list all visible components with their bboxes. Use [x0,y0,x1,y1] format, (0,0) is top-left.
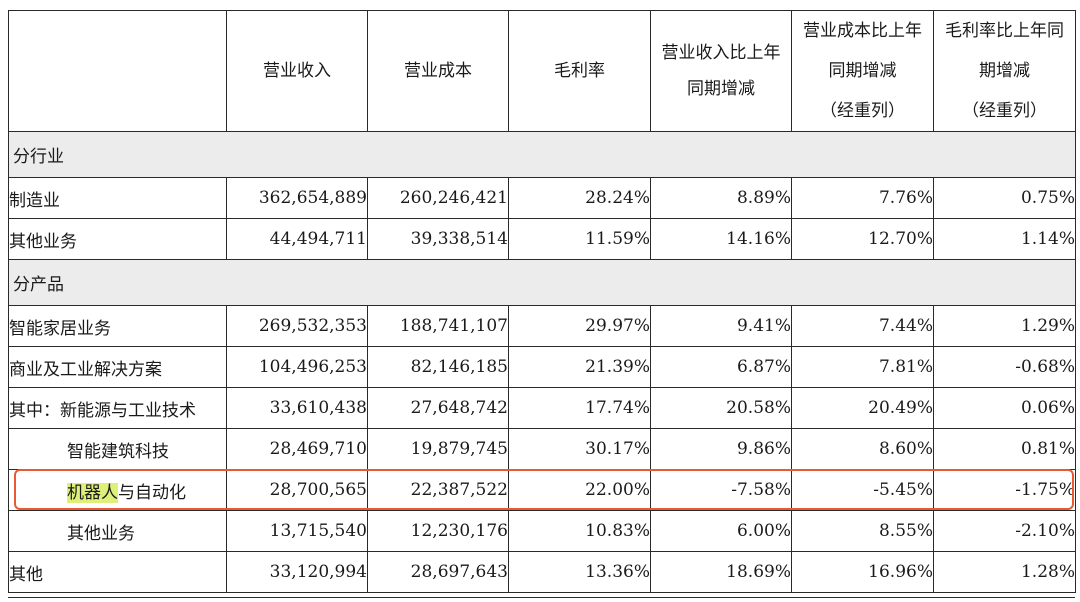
cell-margin: 17.74% [508,387,651,429]
table-row: 商业及工业解决方案 104,496,253 82,146,185 21.39% … [8,346,1076,388]
row-label: 智能建筑科技 [8,428,227,470]
header-cost: 营业成本 [367,10,509,132]
row-label: 商业及工业解决方案 [8,346,227,388]
table-row: 其他业务 44,494,711 39,338,514 11.59% 14.16%… [8,218,1076,260]
header-cost-yoy-line2: 同期增减 [828,61,897,81]
cell-cost: 19,879,745 [367,428,509,470]
cell-cost: 22,387,522 [367,469,509,511]
table-row: 其他业务 13,715,540 12,230,176 10.83% 6.00% … [8,510,1076,552]
cell-cost: 82,146,185 [367,346,509,388]
cell-revenue-yoy: 6.87% [650,346,792,388]
row-label-rest: 与自动化 [118,482,186,503]
cell-cost-yoy: 16.96% [791,551,934,593]
table-row: 其中：新能源与工业技术 33,610,438 27,648,742 17.74%… [8,387,1076,429]
cell-margin-yoy: -2.10% [933,510,1076,552]
header-row: 营业收入 营业成本 毛利率 营业收入比上年 同期增减 营业成本比上年 同期增减 … [8,10,1076,132]
cell-margin-yoy: 1.28% [933,551,1076,593]
section-row-industry: 分行业 [8,131,1076,178]
cell-revenue-yoy: 14.16% [650,218,792,260]
cell-cost-yoy: 8.55% [791,510,934,552]
row-label: 其他 [8,551,227,593]
table-row-highlighted: 机器人与自动化 28,700,565 22,387,522 22.00% -7.… [8,469,1076,511]
cell-cost: 28,697,643 [367,551,509,593]
cell-cost: 188,741,107 [367,305,509,347]
cell-margin: 29.97% [508,305,651,347]
table-continuation-line [8,597,1075,598]
header-margin-yoy-line1: 毛利率比上年同 [945,21,1064,41]
header-cost-yoy: 营业成本比上年 同期增减 （经重列） [791,10,934,132]
header-margin-yoy-line3: （经重列） [962,101,1047,121]
cell-revenue: 269,532,353 [226,305,368,347]
cell-revenue-yoy: 6.00% [650,510,792,552]
cell-margin-yoy: 1.29% [933,305,1076,347]
cell-cost-yoy: 8.60% [791,428,934,470]
cell-margin: 13.36% [508,551,651,593]
cell-margin-yoy: 0.81% [933,428,1076,470]
cell-revenue-yoy: 9.86% [650,428,792,470]
section-label-industry: 分行业 [8,131,1076,178]
cell-revenue: 28,469,710 [226,428,368,470]
financial-table: 营业收入 营业成本 毛利率 营业收入比上年 同期增减 营业成本比上年 同期增减 … [8,10,1076,593]
cell-revenue-yoy: -7.58% [650,469,792,511]
cell-cost-yoy: 7.81% [791,346,934,388]
cell-cost: 12,230,176 [367,510,509,552]
row-label: 其中：新能源与工业技术 [8,387,227,429]
cell-revenue: 362,654,889 [226,177,368,219]
cell-margin: 10.83% [508,510,651,552]
cell-revenue: 28,700,565 [226,469,368,511]
header-margin-yoy-line2: 期增减 [979,61,1030,81]
cell-margin-yoy: 1.14% [933,218,1076,260]
section-row-product: 分产品 [8,259,1076,306]
cell-margin-yoy: 0.06% [933,387,1076,429]
section-label-product: 分产品 [8,259,1076,306]
cell-revenue-yoy: 9.41% [650,305,792,347]
header-revenue-yoy-line2: 同期增减 [687,79,755,99]
header-margin-yoy: 毛利率比上年同 期增减 （经重列） [933,10,1076,132]
cell-revenue: 13,715,540 [226,510,368,552]
table-row: 制造业 362,654,889 260,246,421 28.24% 8.89%… [8,177,1076,219]
cell-revenue-yoy: 18.69% [650,551,792,593]
table-row: 智能家居业务 269,532,353 188,741,107 29.97% 9.… [8,305,1076,347]
cell-revenue: 44,494,711 [226,218,368,260]
header-revenue: 营业收入 [226,10,368,132]
cell-cost: 27,648,742 [367,387,509,429]
row-label: 智能家居业务 [8,305,227,347]
cell-revenue-yoy: 20.58% [650,387,792,429]
header-margin: 毛利率 [508,10,651,132]
highlighted-text: 机器人 [67,482,118,503]
cell-margin: 11.59% [508,218,651,260]
row-label: 机器人与自动化 [8,469,227,511]
table-row: 其他 33,120,994 28,697,643 13.36% 18.69% 1… [8,551,1076,593]
cell-revenue: 33,120,994 [226,551,368,593]
cell-cost: 260,246,421 [367,177,509,219]
cell-margin: 30.17% [508,428,651,470]
header-blank [8,10,227,132]
cell-margin: 21.39% [508,346,651,388]
cell-cost-yoy: 7.76% [791,177,934,219]
cell-cost-yoy: 20.49% [791,387,934,429]
row-label: 其他业务 [8,510,227,552]
cell-cost: 39,338,514 [367,218,509,260]
header-cost-yoy-line1: 营业成本比上年 [803,21,922,41]
cell-margin-yoy: 0.75% [933,177,1076,219]
header-revenue-yoy: 营业收入比上年 同期增减 [650,10,792,132]
cell-cost-yoy: -5.45% [791,469,934,511]
cell-margin-yoy: -1.75% [933,469,1076,511]
row-label: 其他业务 [8,218,227,260]
cell-margin: 22.00% [508,469,651,511]
cell-revenue: 104,496,253 [226,346,368,388]
cell-margin-yoy: -0.68% [933,346,1076,388]
row-label: 制造业 [8,177,227,219]
cell-revenue: 33,610,438 [226,387,368,429]
cell-cost-yoy: 12.70% [791,218,934,260]
cell-cost-yoy: 7.44% [791,305,934,347]
cell-margin: 28.24% [508,177,651,219]
header-revenue-yoy-line1: 营业收入比上年 [661,43,781,63]
header-cost-yoy-line3: （经重列） [820,101,905,121]
table-row: 智能建筑科技 28,469,710 19,879,745 30.17% 9.86… [8,428,1076,470]
cell-revenue-yoy: 8.89% [650,177,792,219]
